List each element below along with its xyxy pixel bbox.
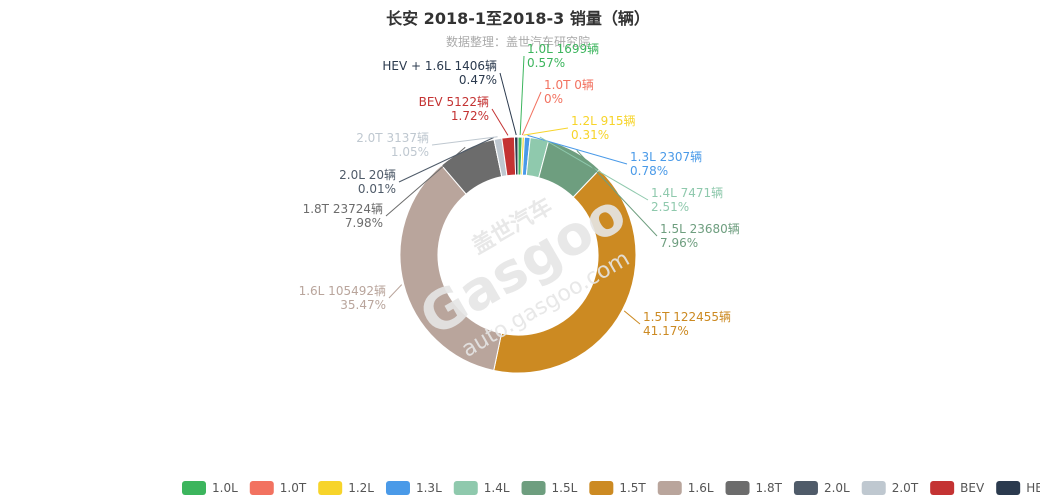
slice-label-1-0t: 1.0T 0辆 <box>544 78 594 92</box>
legend: 1.0L 1.0T 1.2L 1.3L 1.4L 1.5L 1.5T 1.6L 1.8T 2.0L… <box>182 481 1040 495</box>
slice-percent-1-5t: 41.17% <box>643 324 689 338</box>
legend-swatch-2-0l <box>793 481 818 495</box>
chart-title: 长安 2018-1至2018-3 销量（辆） <box>386 9 650 28</box>
legend-item-hev-1-6l[interactable]: HEV + 1.6L <box>996 481 1040 495</box>
slice-label-hev-1-6l: HEV + 1.6L 1406辆 <box>382 59 497 73</box>
legend-label-1-5t: 1.5T <box>619 481 646 495</box>
slice-percent-1-8t: 7.98% <box>345 216 383 230</box>
legend-label-1-0l: 1.0L <box>212 481 238 495</box>
legend-item-1-2l[interactable]: 1.2L <box>318 481 374 495</box>
slice-percent-1-6l: 35.47% <box>340 298 386 312</box>
legend-item-2-0l[interactable]: 2.0L <box>793 481 850 495</box>
slice-1-6l[interactable] <box>399 164 503 372</box>
slice-percent-1-0l: 0.57% <box>527 56 565 70</box>
legend-label-2-0t: 2.0T <box>892 481 919 495</box>
legend-swatch-1-5t <box>589 481 614 495</box>
legend-label-hev-1-6l: HEV + 1.6L <box>1026 481 1040 495</box>
slice-percent-1-3l: 0.78% <box>630 164 668 178</box>
slice-percent-1-2l: 0.31% <box>571 128 609 142</box>
slice-label-1-2l: 1.2L 915辆 <box>571 114 636 128</box>
legend-label-2-0l: 2.0L <box>824 481 850 495</box>
legend-swatch-1-4l <box>453 481 478 495</box>
legend-swatch-bev <box>930 481 955 495</box>
legend-label-1-6l: 1.6L <box>688 481 714 495</box>
legend-item-1-8t[interactable]: 1.8T <box>725 481 783 495</box>
legend-label-1-4l: 1.4L <box>484 481 510 495</box>
leader-line-2-0l <box>398 137 494 183</box>
slice-hev-1-6l[interactable] <box>513 136 519 176</box>
legend-swatch-1-2l <box>318 481 343 495</box>
leader-line-1-5t <box>623 310 641 325</box>
legend-swatch-1-3l <box>385 481 410 495</box>
legend-swatch-2-0t <box>861 481 886 495</box>
chart-subtitle: 数据整理：盖世汽车研究院 <box>446 34 590 49</box>
slice-percent-hev-1-6l: 0.47% <box>459 73 497 87</box>
slice-label-1-6l: 1.6L 105492辆 <box>299 284 386 298</box>
legend-swatch-1-8t <box>725 481 750 495</box>
legend-label-1-0t: 1.0T <box>280 481 307 495</box>
slice-label-1-0l: 1.0L 1699辆 <box>527 42 599 56</box>
legend-label-1-3l: 1.3L <box>416 481 442 495</box>
slice-label-1-4l: 1.4L 7471辆 <box>651 186 723 200</box>
legend-label-1-5l: 1.5L <box>552 481 578 495</box>
legend-item-1-0l[interactable]: 1.0L <box>182 481 238 495</box>
legend-swatch-hev-1-6l <box>996 481 1021 495</box>
leader-line-1-5l <box>576 150 658 237</box>
slice-label-1-8t: 1.8T 23724辆 <box>303 202 383 216</box>
leader-line-1-0t <box>521 91 542 136</box>
slice-label-1-5l: 1.5L 23680辆 <box>660 222 740 236</box>
leader-line-bev <box>491 108 509 136</box>
slice-label-bev: BEV 5122辆 <box>419 95 489 109</box>
legend-swatch-1-5l <box>521 481 546 495</box>
leader-line-1-3l <box>527 134 628 165</box>
legend-label-bev: BEV <box>960 481 985 495</box>
slice-percent-1-5l: 7.96% <box>660 236 698 250</box>
legend-label-1-8t: 1.8T <box>756 481 783 495</box>
slice-label-1-5t: 1.5T 122455辆 <box>643 310 731 324</box>
leader-line-1-8t <box>385 146 466 217</box>
slice-percent-1-4l: 2.51% <box>651 200 689 214</box>
legend-item-1-6l[interactable]: 1.6L <box>657 481 714 495</box>
legend-item-1-5t[interactable]: 1.5T <box>589 481 646 495</box>
slice-1-5t[interactable] <box>493 168 637 374</box>
legend-item-1-4l[interactable]: 1.4L <box>453 481 510 495</box>
leader-line-2-0t <box>431 136 498 146</box>
slice-percent-2-0l: 0.01% <box>358 182 396 196</box>
leader-line-hev-1-6l <box>499 72 517 136</box>
donut-slices <box>399 136 637 374</box>
legend-swatch-1-0t <box>249 481 274 495</box>
slice-percent-bev: 1.72% <box>451 109 489 123</box>
leader-line-1-6l <box>388 284 403 299</box>
legend-item-1-5l[interactable]: 1.5L <box>521 481 578 495</box>
slice-percent-2-0t: 1.05% <box>391 145 429 159</box>
slice-label-1-3l: 1.3L 2307辆 <box>630 150 702 164</box>
slice-label-2-0l: 2.0L 20辆 <box>339 168 396 182</box>
leader-line-1-0l <box>519 55 525 136</box>
legend-swatch-1-0l <box>182 481 206 495</box>
legend-item-bev[interactable]: BEV <box>930 481 985 495</box>
legend-item-2-0t[interactable]: 2.0T <box>861 481 919 495</box>
legend-item-1-3l[interactable]: 1.3L <box>385 481 442 495</box>
legend-label-1-2l: 1.2L <box>348 481 374 495</box>
legend-swatch-1-6l <box>657 481 682 495</box>
slice-percent-1-0t: 0% <box>544 92 563 106</box>
legend-item-1-0t[interactable]: 1.0T <box>249 481 307 495</box>
leader-line-1-2l <box>523 127 569 136</box>
slice-label-2-0t: 2.0T 3137辆 <box>356 131 429 145</box>
